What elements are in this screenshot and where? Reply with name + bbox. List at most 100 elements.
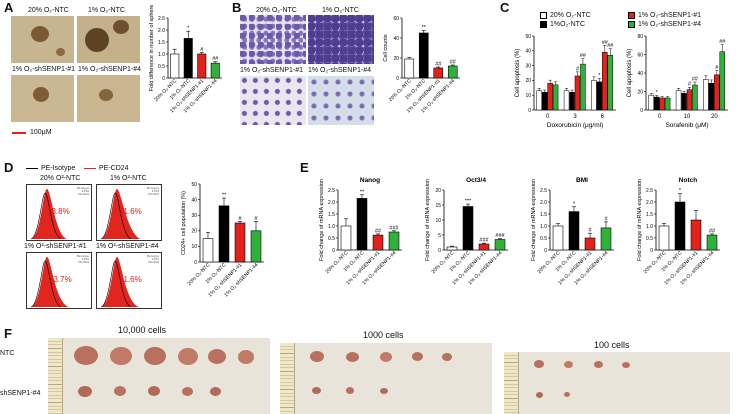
y-tick-label: 2.0 [158, 28, 165, 34]
flow-histogram-sh1: PE-Isotype 0.51% PE-CD24 23.7% [26, 252, 92, 309]
bar [547, 83, 553, 111]
tumor-photo-100 [504, 352, 730, 414]
bar [552, 225, 564, 251]
flow-inset-legend: PE-Isotype 0.51% PE-CD24 [146, 187, 159, 196]
y-tick-label: 15 [435, 203, 441, 209]
y-tick-label: 0 [438, 248, 441, 254]
y-tick-label: 2.0 [540, 200, 547, 206]
bar [675, 90, 682, 111]
bar [681, 93, 687, 111]
bar [478, 243, 490, 251]
legend-1-ntc: 1%O₂-NTC [540, 21, 585, 28]
y-tick-label: 20 [435, 188, 441, 194]
bar [447, 65, 458, 79]
bar [210, 62, 220, 79]
transwell-image-sh4 [308, 76, 374, 125]
row-label-ntc: NTC [0, 350, 15, 357]
y-axis-label: Fold change of mRNA expression [637, 179, 643, 261]
bar [202, 238, 214, 263]
bar [692, 84, 698, 111]
y-tick-label: 40 [191, 197, 197, 203]
bar [607, 54, 614, 111]
y-axis-label: Cell apoptosis (%) [515, 49, 521, 98]
y-tick-label: 2.5 [158, 16, 165, 22]
bar [536, 90, 542, 111]
bar [462, 206, 474, 251]
significance-mark: # [604, 216, 608, 222]
legend-sh4: 1% O₂-shSENP1-#4 [628, 21, 701, 28]
flow-percentage-sh4: 21.6% [119, 275, 142, 284]
x-tick-label: 10 [684, 114, 691, 120]
panel-d-caption-2: 1% O²-NTC [110, 175, 147, 182]
bar [372, 234, 384, 251]
flow-percentage-1-ntc: 31.6% [119, 207, 142, 216]
y-tick-label: 0 [528, 108, 531, 114]
chart-oct34: 0 5 10 15 20 Fold change of mRNA expression Oc… [425, 177, 508, 286]
y-tick-label: 0.5 [646, 236, 653, 242]
bar [596, 81, 603, 111]
y-tick-label: 60 [637, 52, 643, 58]
x-tick-label: 3 [573, 114, 577, 120]
bar [356, 198, 368, 251]
bar [250, 230, 262, 263]
bar [433, 67, 444, 79]
bar [568, 211, 580, 251]
panel-a-caption-2: 1% O₂-NTC [88, 7, 125, 14]
panel-letter-c: C [500, 0, 510, 15]
bar [418, 32, 429, 79]
bar [602, 52, 608, 111]
significance-mark: # [576, 66, 580, 72]
bar [648, 94, 654, 111]
legend-sh1: 1% O₂-shSENP1-#1 [628, 12, 701, 19]
y-tick-label: 0 [396, 76, 399, 82]
panel-d-caption-1: 20% O²-NTC [40, 175, 81, 182]
bar [541, 91, 548, 111]
bar [197, 53, 207, 79]
significance-mark: ** [360, 189, 365, 195]
significance-mark: ### [479, 238, 489, 244]
y-tick-label: 30 [191, 213, 197, 219]
bar [706, 234, 718, 251]
y-axis-label: Fold difference in number of sphere [149, 5, 155, 92]
flow-inset-legend: PE-Isotype 0.51% PE-CD24 [76, 255, 89, 264]
significance-mark: * [187, 26, 190, 32]
y-tick-label: 1.0 [540, 224, 547, 230]
bar [552, 84, 559, 111]
sphere-image-sh4 [77, 75, 140, 122]
significance-mark: # [238, 216, 242, 222]
flow-percentage-sh1: 23.7% [49, 275, 72, 284]
sphere-image-20-ntc [11, 16, 74, 63]
bar [218, 205, 230, 263]
y-tick-label: 0 [194, 260, 197, 266]
significance-mark: * [573, 201, 576, 207]
panel-letter-f: F [4, 326, 12, 341]
y-tick-label: 80 [637, 34, 643, 40]
y-tick-label: 1.0 [646, 224, 653, 230]
panel-a-caption-3: 1% O₂-shSENP1-#1 [12, 66, 76, 73]
y-tick-label: 1.5 [540, 212, 547, 218]
tumor-photo-10000 [48, 338, 270, 414]
significance-mark: * [598, 73, 601, 79]
row-label-sh4: shSENP1-#4 [0, 390, 41, 397]
y-tick-label: 2.5 [328, 188, 335, 194]
transwell-image-sh1 [240, 76, 306, 125]
legend-20-ntc: 20% O₂-NTC [540, 12, 591, 19]
significance-mark: ## [709, 228, 716, 234]
y-tick-label: 50 [191, 182, 197, 188]
bar [708, 82, 715, 111]
bar [719, 51, 726, 111]
y-tick-label: 50 [525, 34, 531, 40]
flow-inset-legend: PE-Isotype 0.51% PE-CD24 [146, 255, 159, 264]
significance-mark: * [679, 188, 682, 194]
bar [494, 239, 506, 251]
y-tick-label: 0 [332, 248, 335, 254]
tumor-title-1000: 1000 cells [363, 330, 404, 340]
y-tick-label: 60 [393, 16, 399, 22]
y-axis-label: Fold change of mRNA expression [531, 179, 537, 261]
significance-mark: # [715, 65, 719, 71]
bar [690, 219, 702, 251]
transwell-image-20-ntc [240, 15, 306, 64]
